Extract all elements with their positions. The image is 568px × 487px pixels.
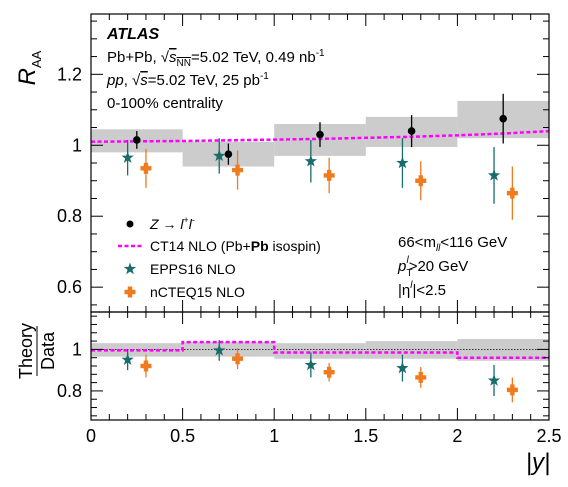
- bottom-point-2-2: [323, 362, 335, 382]
- marker-circle: [224, 150, 233, 158]
- legend-marker-ncteq: [124, 286, 136, 298]
- marker-plus: [232, 164, 244, 176]
- top-point-2-2: [304, 139, 318, 183]
- marker-circle: [499, 114, 508, 123]
- annotation-centrality: 0-100% centrality: [107, 95, 223, 112]
- axis-ticks: [90, 14, 550, 420]
- svg-text:Z → l+l-: Z → l+l-: [149, 215, 195, 232]
- marker-star: [304, 358, 318, 371]
- x-tick-label: 2: [452, 426, 462, 446]
- marker-star: [487, 168, 501, 181]
- legend-entry-ncteq: nCTEQ15 NLO: [124, 284, 245, 300]
- svg-text:EPPS16 NLO: EPPS16 NLO: [150, 261, 236, 277]
- top-point-2-1: [213, 138, 226, 174]
- marker-plus: [415, 371, 427, 383]
- marker-circle: [407, 127, 416, 135]
- marker-star: [304, 154, 318, 167]
- bottom-point-1-3: [396, 354, 409, 382]
- legend-marker-z: [126, 220, 134, 228]
- top-point-3-3: [415, 161, 427, 201]
- bottom-syst-band-4: [457, 339, 549, 361]
- marker-plus: [232, 353, 244, 365]
- legend-entry-epps: EPPS16 NLO: [123, 261, 236, 277]
- marker-star: [396, 156, 409, 169]
- bottom-point-2-4: [506, 377, 518, 403]
- marker-circle: [133, 136, 141, 144]
- marker-star: [213, 149, 226, 162]
- marker-star: [121, 151, 134, 163]
- marker-plus: [140, 162, 152, 174]
- top-point-3-0: [140, 148, 152, 188]
- x-tick-label: 1.5: [353, 426, 378, 446]
- top-y-tick-label: 0.6: [57, 277, 82, 297]
- x-tick-label: 0: [86, 426, 96, 446]
- atlas-label: ATLAS: [106, 26, 159, 43]
- bottom-point-1-2: [304, 352, 318, 378]
- marker-circle: [316, 130, 324, 139]
- bottom-point-2-1: [232, 348, 244, 370]
- legend-entry-z: Z → l+l-: [126, 215, 195, 232]
- bottom-panel-frame: [90, 311, 550, 421]
- bottom-lines: [91, 340, 549, 359]
- annotation-mass-cut: 66<mll<116 GeV: [398, 234, 507, 254]
- legend-marker-epps: [123, 262, 137, 275]
- annotation-pbpb: Pb+Pb, √sNN=5.02 TeV, 0.49 nb-1: [107, 48, 325, 69]
- x-tick-label: 1: [269, 426, 279, 446]
- top-point-0-1: [224, 143, 233, 165]
- marker-plus: [506, 187, 518, 199]
- bottom-y-axis-title: Theory Data: [16, 323, 58, 379]
- bottom-points: [121, 340, 518, 403]
- top-point-3-4: [506, 166, 518, 220]
- marker-plus: [323, 169, 335, 181]
- bottom-point-2-3: [415, 367, 427, 388]
- top-point-2-3: [396, 138, 409, 188]
- bottom-syst-band-2: [274, 343, 366, 359]
- bottom-point-1-4: [487, 364, 501, 397]
- top-y-tick-label: 0.8: [57, 206, 82, 226]
- annotation-eta-cut: |ηl|<2.5: [398, 280, 446, 299]
- top-point-2-0: [121, 139, 134, 176]
- top-point-2-4: [487, 147, 501, 204]
- bottom-series-ct14-step: [91, 340, 549, 359]
- bottom-y-tick-label: 0.8: [57, 381, 82, 401]
- top-point-0-0: [133, 131, 141, 149]
- bottom-point-2-0: [140, 354, 152, 378]
- marker-plus: [506, 384, 518, 396]
- legend: Z → l+l- CT14 NLO (Pb+Pb isospin) EPPS16…: [118, 215, 321, 300]
- marker-star: [396, 361, 409, 374]
- marker-star: [487, 374, 501, 386]
- top-point-0-2: [316, 122, 324, 148]
- x-tick-label: 0.5: [170, 426, 195, 446]
- svg-text:nCTEQ15 NLO: nCTEQ15 NLO: [150, 284, 245, 300]
- marker-star: [213, 343, 226, 356]
- marker-plus: [323, 366, 335, 378]
- marker-plus: [140, 360, 152, 372]
- top-point-0-3: [407, 115, 416, 148]
- top-points: [121, 93, 518, 220]
- svg-text:Theory: Theory: [16, 323, 36, 379]
- tick-labels: 0 0.5 1 1.5 2 2.5 1.2 1 0.8 0.6 1 0.8: [57, 64, 562, 446]
- bottom-syst-band-1: [182, 342, 275, 357]
- bottom-syst-band-3: [365, 341, 458, 359]
- top-y-axis-title: RAA: [14, 50, 44, 85]
- legend-entry-ct14: CT14 NLO (Pb+Pb isospin): [118, 238, 321, 254]
- bottom-point-1-1: [213, 340, 226, 361]
- annotation-pt-cut: pTl>20 GeV: [397, 255, 468, 279]
- marker-plus: [415, 175, 427, 187]
- x-tick-label: 2.5: [536, 426, 561, 446]
- svg-text:Data: Data: [38, 331, 58, 370]
- annotation-pp: pp, √s=5.02 TeV, 25 pb-1: [106, 71, 269, 89]
- svg-text:CT14 NLO (Pb+Pb isospin): CT14 NLO (Pb+Pb isospin): [150, 238, 321, 254]
- top-point-0-4: [499, 93, 508, 144]
- top-y-tick-label: 1: [72, 135, 82, 155]
- top-point-3-2: [323, 157, 335, 194]
- marker-star: [121, 353, 134, 366]
- top-point-3-1: [232, 150, 244, 190]
- bottom-y-tick-label: 1: [72, 339, 82, 359]
- bottom-point-1-0: [121, 349, 134, 371]
- top-y-tick-label: 1.2: [57, 64, 82, 84]
- x-axis-title: |y|: [526, 449, 550, 476]
